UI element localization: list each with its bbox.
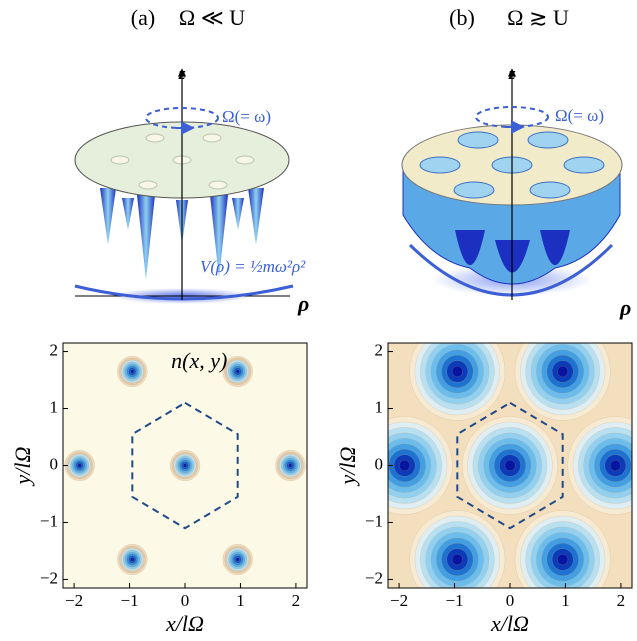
contour-ring [557, 366, 568, 377]
contour-ring [78, 464, 82, 468]
contour-ring [236, 558, 240, 562]
y-tick-label: −2 [40, 568, 58, 587]
x-tick-label: 1 [236, 591, 245, 610]
contour-ring [236, 370, 240, 374]
x-tick-label: −2 [65, 591, 83, 610]
y-tick-label: 2 [375, 340, 384, 359]
x-tick-label: 0 [181, 591, 190, 610]
x-tick-label: −1 [445, 591, 463, 610]
contour-ring [288, 464, 292, 468]
x-tick-label: −2 [390, 591, 408, 610]
illustration-b: z Ω(= ω) ρ [402, 64, 631, 320]
contour-plot: −2 −1 0 1 2 −2 −1 0 1 2 x/lΩ y/lΩ [335, 322, 637, 636]
y-tick-label: 2 [50, 340, 59, 359]
figure: (a) Ω ≪ U (b) Ω ≳ U z Ω(= ω) V(ρ) = ½mω²… [0, 0, 637, 641]
y-axis-label: y/lΩ [10, 446, 35, 486]
z-label: z [508, 64, 516, 83]
contour-plot: −2 −1 0 1 2 −2 −1 0 1 2 x/lΩ y/lΩ n(x, y) [10, 340, 307, 636]
x-axis-label: x/lΩ [165, 611, 204, 636]
contour-ring [399, 460, 410, 471]
y-tick-label: 1 [50, 397, 59, 416]
y-tick-label: 1 [375, 397, 384, 416]
contour-ring [183, 464, 187, 468]
contour-ring [557, 554, 568, 565]
y-tick-label: 0 [375, 454, 384, 473]
contour-ring [130, 558, 134, 562]
x-tick-label: 2 [617, 591, 626, 610]
y-tick-label: −2 [365, 568, 383, 587]
plot-area [63, 343, 307, 588]
contour-ring [505, 460, 516, 471]
rotation-label: Ω(= ω) [555, 106, 604, 125]
z-label: z [178, 64, 186, 83]
x-tick-label: 0 [506, 591, 515, 610]
annotation: n(x, y) [171, 348, 227, 373]
rotation-label: Ω(= ω) [222, 107, 271, 126]
x-tick-label: 1 [561, 591, 570, 610]
rho-label: ρ [619, 295, 631, 320]
contour-ring [452, 554, 463, 565]
y-axis-label: y/lΩ [335, 446, 360, 486]
panel-label: (b) [449, 5, 475, 30]
panel-title: Ω ≪ U [179, 5, 245, 30]
y-tick-label: −1 [40, 511, 58, 530]
contour-ring [130, 370, 134, 374]
y-tick-label: −1 [365, 511, 383, 530]
potential-label: V(ρ) = ½mω²ρ² [200, 257, 306, 276]
contour-ring [610, 460, 621, 471]
x-tick-label: −1 [120, 591, 138, 610]
rho-label: ρ [297, 291, 309, 316]
panel-label: (a) [131, 5, 155, 30]
illustration-a: z Ω(= ω) V(ρ) = ½mω²ρ² ρ [75, 64, 309, 316]
x-axis-label: x/lΩ [490, 611, 529, 636]
page: (a) Ω ≪ U (b) Ω ≳ U z Ω(= ω) V(ρ) = ½mω²… [0, 0, 637, 641]
y-tick-label: 0 [50, 454, 59, 473]
x-tick-label: 2 [292, 591, 301, 610]
contour-ring [452, 366, 463, 377]
plot-area [357, 322, 637, 608]
panel-title: Ω ≳ U [507, 5, 569, 30]
